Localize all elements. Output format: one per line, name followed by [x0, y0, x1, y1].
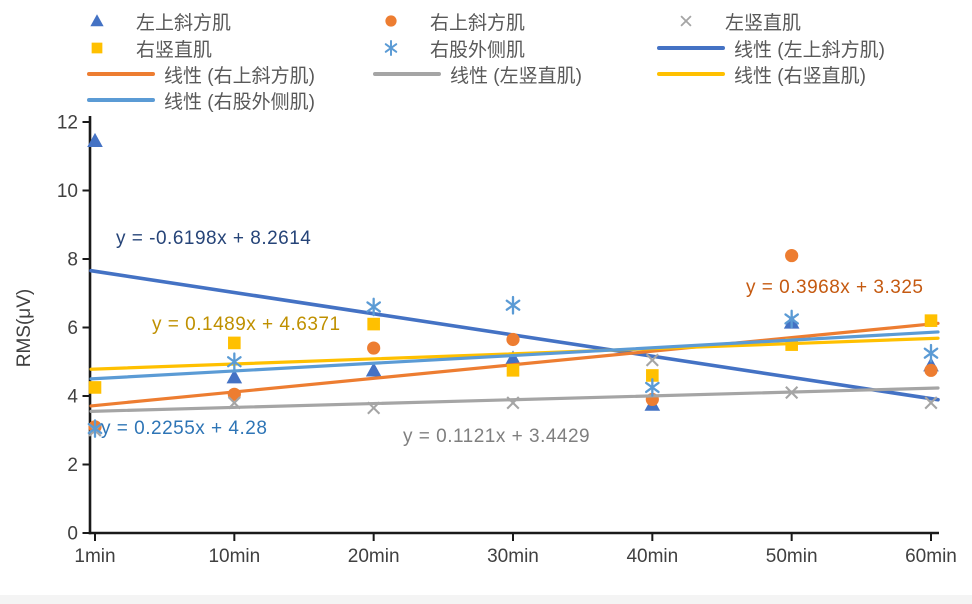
circle-marker-icon — [376, 10, 406, 32]
x-marker-icon — [680, 15, 692, 27]
square-marker-icon — [82, 37, 112, 59]
trendline-equation-left-erector: y = 0.1121x + 3.4429 — [403, 426, 591, 447]
asterisk-marker-icon — [376, 37, 406, 59]
circle-marker-icon — [385, 15, 397, 27]
triangle-marker-icon — [90, 14, 104, 27]
legend-label: 线性 (左竖直肌) — [450, 65, 582, 87]
y-tick-label: 0 — [67, 524, 78, 545]
x-tick-label: 40min — [626, 546, 678, 567]
bottom-band — [0, 595, 972, 604]
series-asterisk — [87, 295, 940, 438]
legend-label: 右竖直肌 — [136, 39, 213, 61]
square-marker-icon — [646, 369, 659, 382]
trendline-swatch-icon — [372, 63, 442, 85]
trendline-x — [89, 386, 940, 413]
legend-item-left-upper-trapezius: 左上斜方肌 — [82, 9, 232, 34]
legend-item-left-erector: 左竖直肌 — [671, 9, 802, 34]
legend-item-right-vastus-lateralis: 右股外侧肌 — [376, 36, 526, 61]
asterisk-marker-icon — [784, 309, 800, 329]
x-tick-label: 30min — [487, 546, 539, 567]
y-tick-label: 10 — [57, 181, 78, 202]
triangle-marker-icon — [505, 350, 521, 365]
triangle-marker-icon — [87, 132, 103, 148]
legend-item-trend-right-upper-trapezius: 线性 (右上斜方肌) — [86, 62, 315, 87]
legend-label: 线性 (右竖直肌) — [734, 65, 866, 87]
legend-item-trend-left-erector: 线性 (左竖直肌) — [372, 62, 582, 87]
legend-label: 右上斜方肌 — [430, 12, 526, 34]
asterisk-marker-icon — [384, 40, 398, 56]
asterisk-marker-icon — [923, 343, 939, 363]
trendline-equation-right-upper-trapezius: y = 0.3968x + 3.325 — [746, 277, 924, 298]
trendline-asterisk — [89, 330, 940, 381]
triangle-marker-icon — [82, 10, 112, 32]
trendline-swatch-icon — [656, 37, 726, 59]
y-axis-title: RMS(μV) — [14, 289, 35, 368]
asterisk-marker-icon — [87, 419, 103, 438]
axes: 0 2 4 6 8 10 12 1min 10min 20min 30min 40min 50min 60… — [14, 113, 957, 568]
legend-label: 右股外侧肌 — [430, 39, 526, 61]
x-tick-label: 1min — [74, 546, 115, 567]
x-tick-label: 10min — [208, 546, 260, 567]
y-tick-label: 4 — [67, 387, 78, 408]
triangle-marker-icon — [365, 362, 382, 377]
legend-label: 左竖直肌 — [725, 12, 802, 34]
x-marker-icon — [671, 10, 701, 32]
square-marker-icon — [367, 317, 380, 331]
circle-marker-icon — [924, 363, 938, 377]
x-tick-label: 60min — [905, 546, 957, 567]
y-tick-label: 6 — [67, 318, 78, 339]
legend-label: 线性 (左上斜方肌) — [734, 39, 885, 61]
y-tick-label: 12 — [57, 113, 78, 134]
trendline-equation-right-vastus-lateralis: y = 0.2255x + 4.28 — [101, 418, 268, 439]
y-tick-label: 2 — [67, 455, 78, 476]
asterisk-marker-icon — [366, 297, 382, 317]
circle-marker-icon — [367, 341, 381, 355]
square-marker-icon — [506, 364, 520, 377]
x-marker-icon — [924, 396, 938, 410]
trendline-equation-left-upper-trapezius: y = -0.6198x + 8.2614 — [116, 228, 312, 249]
circle-marker-icon — [785, 248, 799, 263]
legend-label: 线性 (右股外侧肌) — [164, 91, 315, 113]
y-tick-label: 8 — [67, 250, 78, 271]
trendline-swatch-icon — [656, 63, 726, 85]
square-marker-icon — [91, 42, 103, 54]
square-marker-icon — [228, 336, 241, 350]
square-marker-icon — [88, 381, 102, 394]
trendline-equation-right-erector: y = 0.1489x + 4.6371 — [152, 314, 341, 335]
legend-label: 线性 (右上斜方肌) — [164, 65, 315, 87]
legend-item-trend-right-erector: 线性 (右竖直肌) — [656, 62, 866, 87]
legend-item-right-upper-trapezius: 右上斜方肌 — [376, 9, 526, 34]
asterisk-marker-icon — [644, 378, 660, 397]
square-marker-icon — [924, 314, 938, 327]
asterisk-marker-icon — [226, 352, 242, 372]
triangle-marker-icon — [226, 369, 243, 384]
x-tick-label: 50min — [766, 546, 818, 567]
legend-item-right-erector: 右竖直肌 — [82, 36, 213, 61]
x-tick-label: 20min — [348, 546, 400, 567]
trendline-swatch-icon — [86, 63, 156, 85]
legend-label: 左上斜方肌 — [136, 12, 232, 34]
legend-item-trend-left-upper-trapezius: 线性 (左上斜方肌) — [656, 36, 885, 61]
asterisk-marker-icon — [505, 295, 521, 315]
circle-marker-icon — [506, 332, 520, 347]
legend-item-trend-right-vastus-lateralis: 线性 (右股外侧肌) — [86, 88, 315, 113]
trendline-swatch-icon — [86, 89, 156, 111]
x-marker-icon — [645, 353, 659, 367]
